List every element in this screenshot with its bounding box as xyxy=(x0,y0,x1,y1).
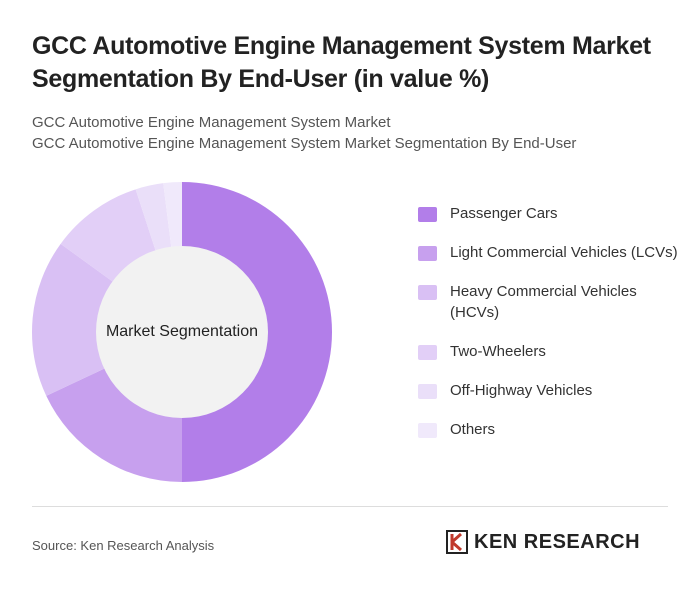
subtitle: GCC Automotive Engine Management System … xyxy=(32,135,577,152)
donut-slice xyxy=(163,182,182,248)
logo: KEN RESEARCH xyxy=(446,530,640,554)
donut-slice xyxy=(60,189,156,283)
legend-item: Others xyxy=(418,419,678,440)
legend-label: Others xyxy=(450,421,496,438)
legend-item: Heavy Commercial Vehicles (HCVs) xyxy=(418,281,678,323)
legend-label: Off-Highway Vehicles xyxy=(450,382,593,399)
legend-item: Passenger Cars xyxy=(418,203,678,224)
legend-swatch xyxy=(418,246,437,261)
legend-item: Two-Wheelers xyxy=(418,341,678,362)
legend-label: Heavy Commercial Vehicles (HCVs) xyxy=(450,283,637,321)
donut-slice xyxy=(32,243,114,396)
chart: Market Segmentation xyxy=(32,182,332,482)
legend-item: Light Commercial Vehicles (LCVs) xyxy=(418,242,678,263)
legend-label: Passenger Cars xyxy=(450,205,558,222)
donut-slice xyxy=(182,182,332,482)
legend-label: Light Commercial Vehicles (LCVs) xyxy=(450,244,678,261)
logo-text: KEN RESEARCH xyxy=(474,530,641,553)
donut-hole xyxy=(96,246,268,418)
legend-swatch xyxy=(418,384,437,399)
legend-item: Off-Highway Vehicles xyxy=(418,380,678,401)
donut-slice xyxy=(135,183,172,252)
chart-title: GCC Automotive Engine Management System … xyxy=(32,32,651,93)
legend-swatch xyxy=(418,285,437,300)
legend-label: Two-Wheelers xyxy=(450,343,546,360)
subtitle: GCC Automotive Engine Management System … xyxy=(32,114,391,131)
legend-swatch xyxy=(418,423,437,438)
legend-swatch xyxy=(418,207,437,222)
legend: Passenger Cars Light Commercial Vehicles … xyxy=(418,203,678,458)
donut-slice xyxy=(46,368,183,482)
legend-swatch xyxy=(418,345,437,360)
source: Source: Ken Research Analysis xyxy=(32,538,215,553)
logo-icon xyxy=(446,530,468,554)
center-label: Market Segmentation xyxy=(106,323,258,340)
divider xyxy=(32,506,668,507)
